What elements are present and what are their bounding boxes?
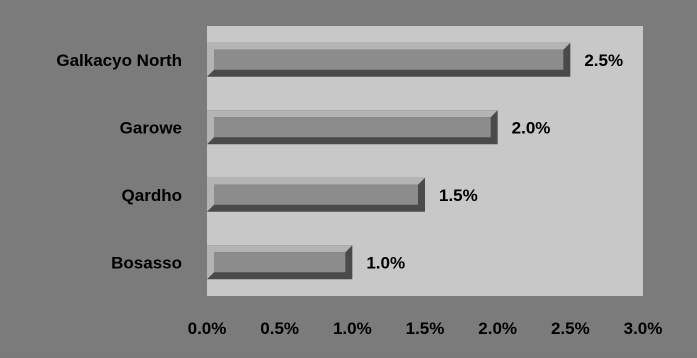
x-tick-label: 0.5% [260,319,299,338]
category-label: Bosasso [111,253,182,272]
x-tick-label: 1.0% [333,319,372,338]
data-label: 1.5% [439,186,478,205]
data-label: 2.5% [584,51,623,70]
x-axis-tick-labels: 0.0% 0.5% 1.0% 1.5% 2.0% 2.5% 3.0% [188,319,663,338]
bar [207,177,425,212]
x-tick-label: 0.0% [188,319,227,338]
bar [207,110,498,145]
x-tick-label: 1.5% [406,319,445,338]
x-tick-label: 2.0% [478,319,517,338]
bar-series [207,42,571,280]
bar [207,42,571,77]
x-tick-label: 2.5% [551,319,590,338]
value-labels: 2.5% 2.0% 1.5% 1.0% [366,51,623,273]
x-tick-label: 3.0% [624,319,663,338]
data-label: 2.0% [512,118,551,137]
category-label: Galkacyo North [56,51,182,70]
data-label: 1.0% [366,253,405,272]
category-label: Garowe [120,118,182,137]
category-labels: Galkacyo North Garowe Qardho Bosasso [56,51,182,273]
category-label: Qardho [122,186,182,205]
bar [207,245,353,280]
